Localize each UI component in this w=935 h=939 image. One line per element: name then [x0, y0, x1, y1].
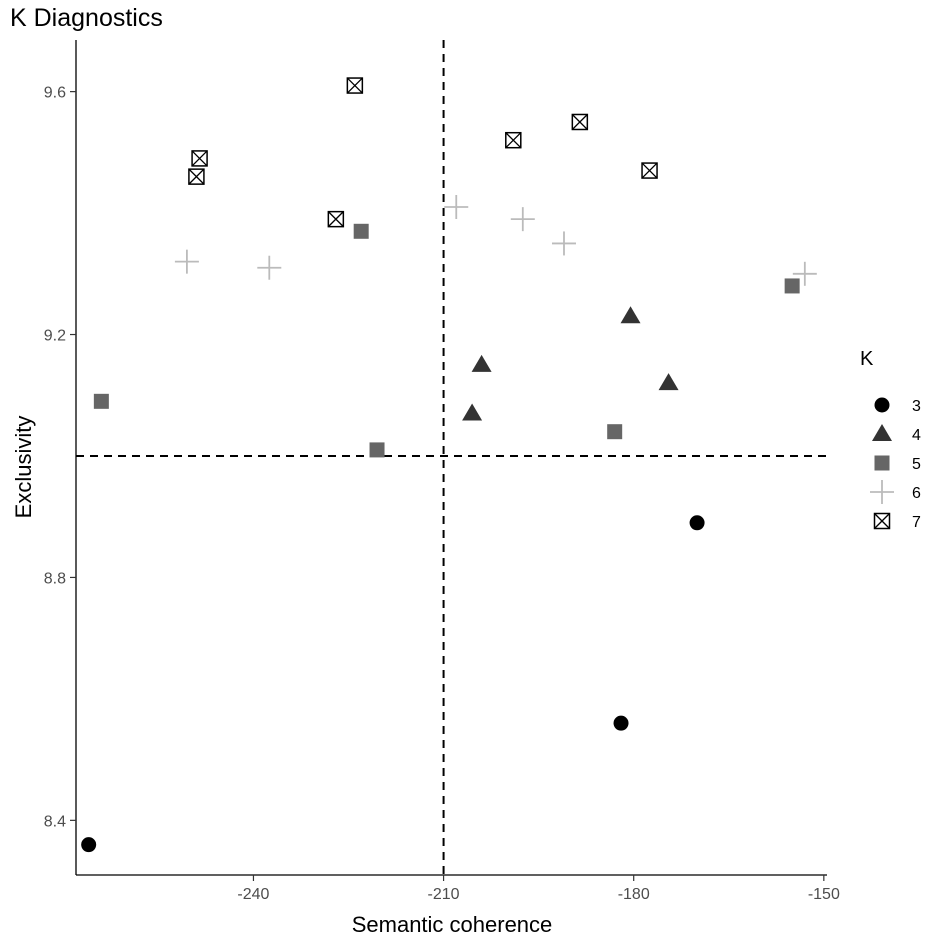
legend-key-k6 [870, 480, 894, 504]
data-point-k7 [641, 162, 658, 179]
square-cross-diag2 [874, 513, 890, 529]
legend-label: 7 [912, 514, 921, 531]
data-point-k5 [353, 223, 369, 239]
square-marker [784, 278, 800, 294]
y-tick-label: 9.6 [44, 85, 66, 102]
square-cross-diag2 [571, 114, 588, 130]
data-point-k3 [613, 715, 629, 731]
y-tick-label: 8.8 [44, 570, 66, 587]
legend-label: 4 [912, 427, 921, 444]
legend: K 3 4 5 6 7 [860, 348, 921, 531]
square-marker [353, 223, 369, 239]
data-point-k5 [369, 442, 385, 458]
data-point-k7 [191, 150, 208, 167]
square-marker [874, 455, 890, 471]
data-point-k6 [510, 207, 535, 232]
data-point-k6 [174, 249, 199, 274]
square-marker [607, 424, 623, 440]
data-point-k6 [792, 261, 817, 286]
triangle-marker [620, 306, 641, 324]
data-point-k3 [81, 837, 97, 853]
data-point-k3 [689, 515, 705, 531]
data-point-k6 [444, 195, 469, 219]
data-point-k4 [620, 306, 641, 324]
y-axis-title: Exclusivity [11, 416, 36, 519]
square-cross-diag2 [191, 150, 208, 167]
data-point-k6 [551, 231, 576, 256]
y-tick-label: 9.2 [44, 328, 66, 345]
data-point-k5 [607, 424, 623, 440]
legend-label: 3 [912, 398, 921, 415]
circle-marker [81, 837, 97, 853]
square-cross-diag2 [327, 211, 344, 228]
circle-marker [613, 715, 629, 731]
data-point-k6 [257, 255, 282, 280]
data-point-k7 [327, 210, 345, 228]
x-tick-label: -240 [237, 886, 269, 903]
chart-title: K Diagnostics [10, 4, 163, 32]
circle-marker [874, 397, 890, 413]
x-axis-title: Semantic coherence [352, 912, 553, 937]
data-point-k7 [505, 131, 522, 149]
data-point-k4 [471, 354, 492, 372]
data-point-k4 [462, 403, 483, 421]
circle-marker [689, 515, 705, 531]
legend-key-k5 [874, 455, 890, 471]
legend-label: 6 [912, 485, 921, 502]
triangle-marker [872, 424, 892, 441]
legend-title: K [860, 348, 874, 370]
triangle-marker [462, 403, 483, 421]
data-point-k7 [346, 77, 364, 94]
legend-key-k7 [873, 512, 891, 530]
data-point-k7 [188, 168, 205, 185]
triangle-marker [471, 354, 492, 372]
square-cross-diag2 [188, 168, 205, 185]
triangle-marker [658, 373, 679, 391]
square-marker [93, 393, 109, 409]
square-cross-diag2 [505, 132, 522, 149]
data-point-k4 [658, 373, 679, 391]
legend-key-k3 [874, 397, 890, 413]
data-point-k5 [93, 393, 109, 409]
x-tick-label: -210 [428, 886, 460, 903]
square-marker [369, 442, 385, 458]
data-point-k7 [571, 113, 589, 131]
y-tick-label: 8.4 [44, 813, 66, 830]
x-tick-label: -180 [618, 886, 650, 903]
legend-key-k4 [872, 424, 892, 441]
legend-label: 5 [912, 456, 921, 473]
data-point-k5 [784, 278, 800, 294]
x-tick-label: -150 [808, 886, 840, 903]
square-cross-diag2 [641, 162, 658, 179]
square-cross-diag2 [346, 77, 363, 94]
plot-area: -240 -210 -180 -150 8.4 8.8 9.2 9.6 [44, 40, 840, 903]
